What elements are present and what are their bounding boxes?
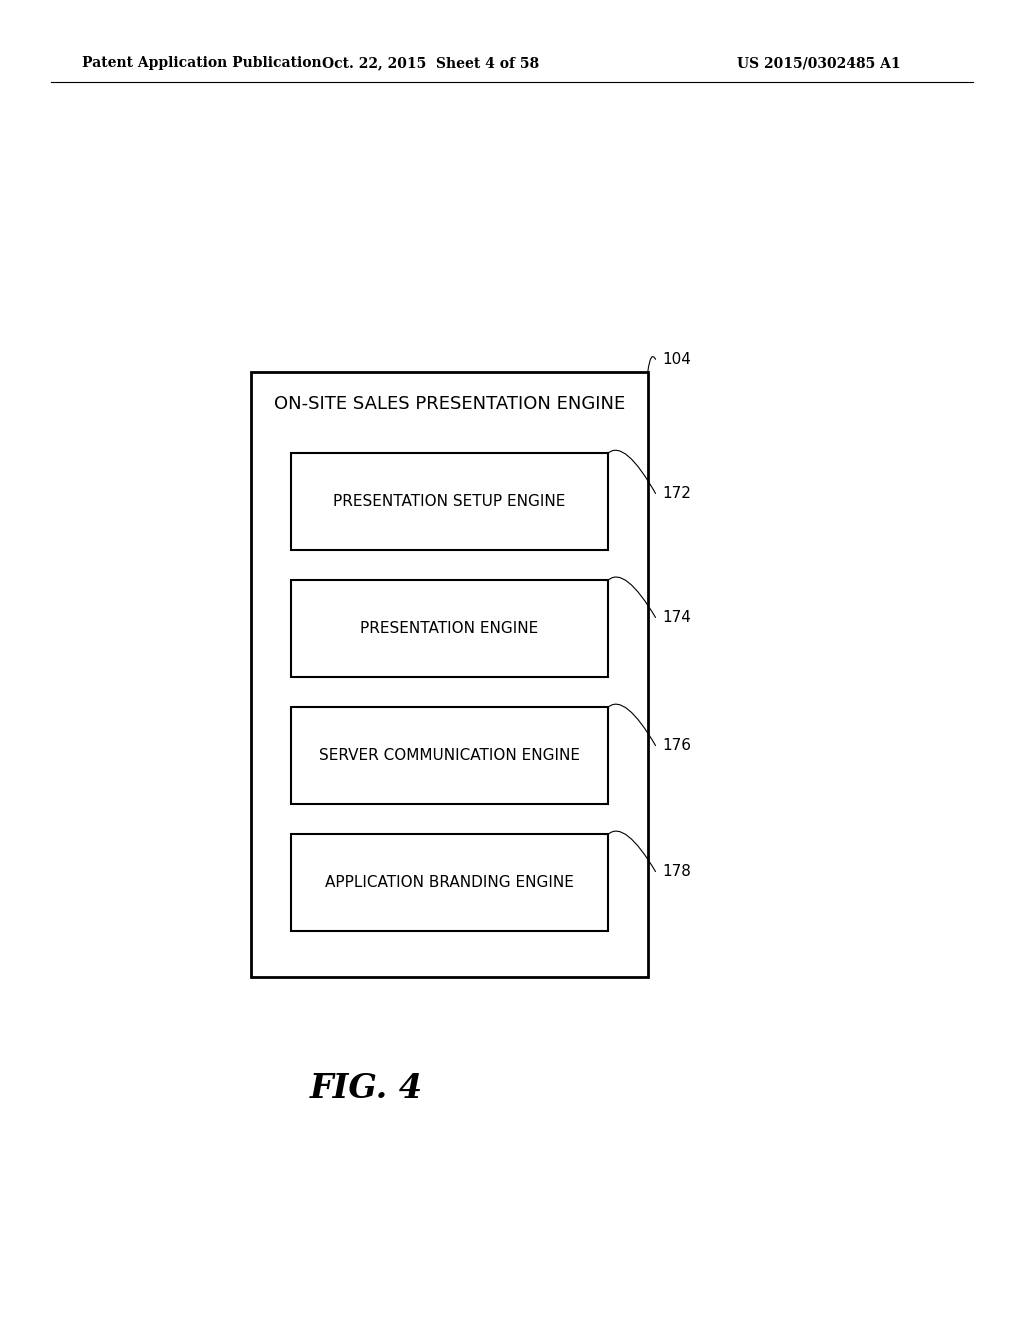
Text: PRESENTATION SETUP ENGINE: PRESENTATION SETUP ENGINE — [333, 494, 565, 510]
Text: APPLICATION BRANDING ENGINE: APPLICATION BRANDING ENGINE — [325, 875, 573, 890]
Bar — [291, 708, 608, 804]
Text: PRESENTATION ENGINE: PRESENTATION ENGINE — [360, 620, 539, 636]
Text: Oct. 22, 2015  Sheet 4 of 58: Oct. 22, 2015 Sheet 4 of 58 — [322, 57, 539, 70]
Text: 174: 174 — [663, 610, 691, 626]
Bar — [251, 372, 648, 977]
Text: 172: 172 — [663, 486, 691, 502]
Text: FIG. 4: FIG. 4 — [309, 1072, 423, 1105]
Text: 178: 178 — [663, 865, 691, 879]
Text: US 2015/0302485 A1: US 2015/0302485 A1 — [737, 57, 901, 70]
Text: Patent Application Publication: Patent Application Publication — [82, 57, 322, 70]
Bar — [291, 453, 608, 549]
Bar — [291, 834, 608, 931]
Text: 104: 104 — [663, 352, 691, 367]
Text: SERVER COMMUNICATION ENGINE: SERVER COMMUNICATION ENGINE — [318, 748, 580, 763]
Text: ON-SITE SALES PRESENTATION ENGINE: ON-SITE SALES PRESENTATION ENGINE — [273, 396, 625, 413]
Bar — [291, 581, 608, 677]
Text: 176: 176 — [663, 738, 691, 754]
